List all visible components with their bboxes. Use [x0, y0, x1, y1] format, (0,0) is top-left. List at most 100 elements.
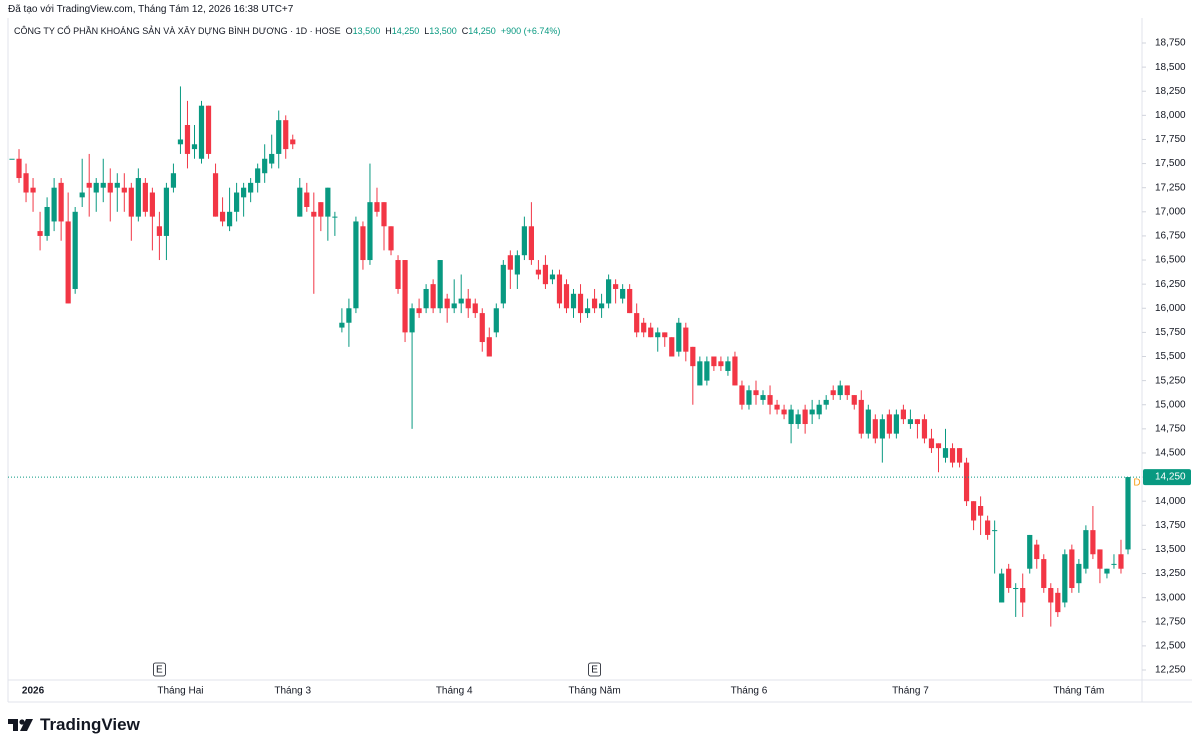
candle-body	[500, 264, 506, 304]
candle-body	[598, 303, 605, 309]
candle-body	[121, 187, 127, 193]
candle-body	[72, 211, 78, 289]
candle-body	[479, 313, 485, 343]
x-tick-label: Tháng Hai	[157, 686, 203, 697]
candle-body	[809, 409, 815, 415]
candle-body	[879, 419, 885, 439]
candle-body	[795, 414, 801, 425]
candle-body	[900, 409, 906, 420]
candle-body	[332, 216, 338, 218]
candle-body	[37, 231, 43, 236]
last-price-box	[1143, 469, 1191, 486]
candle-body	[725, 361, 731, 371]
logo: TradingView	[8, 715, 140, 735]
y-tick-label: 16,500	[1155, 255, 1186, 266]
candle-body	[1097, 549, 1103, 569]
y-tick-label: 15,500	[1155, 351, 1186, 362]
candle-body	[170, 173, 177, 188]
candle-body	[135, 178, 141, 217]
candle-body	[458, 298, 464, 304]
candle-body	[907, 419, 914, 425]
candle-body	[409, 308, 415, 333]
y-tick-label: 16,750	[1155, 231, 1186, 242]
candle-body	[198, 105, 205, 159]
candle-body	[549, 274, 556, 280]
candle-body	[781, 409, 787, 415]
candle-body	[219, 211, 226, 222]
candle-body	[381, 202, 387, 227]
candle-body	[507, 255, 513, 270]
candle-body	[486, 337, 492, 357]
candle-body	[851, 395, 857, 405]
legend-value: 13,500	[429, 26, 457, 36]
candle-body	[1034, 544, 1040, 560]
candle-body	[1055, 592, 1061, 613]
candle-body	[191, 144, 198, 150]
header: Đã tạo với TradingView.com, Tháng Tám 12…	[8, 4, 294, 15]
candle-body	[648, 327, 654, 338]
candle-body	[774, 404, 780, 410]
candle-body	[830, 390, 836, 396]
y-tick-label: 18,750	[1155, 38, 1186, 49]
candle-body	[86, 182, 92, 188]
y-tick-label: 15,250	[1155, 375, 1186, 386]
candle-body	[788, 409, 794, 425]
candle-body	[163, 187, 170, 236]
candle-body	[634, 313, 640, 333]
y-tick-label: 12,750	[1155, 616, 1186, 627]
candle-body	[999, 573, 1005, 603]
event-marker	[152, 662, 166, 677]
candle-body	[711, 356, 717, 367]
candle-body	[346, 308, 352, 323]
candle-body	[107, 182, 113, 193]
candle-body	[51, 187, 57, 222]
candle-body	[1104, 568, 1110, 574]
candle-body	[528, 226, 534, 261]
last-price-label: 14,250	[1155, 472, 1186, 483]
y-tick-label: 14,000	[1155, 496, 1186, 507]
candle-body	[255, 168, 261, 183]
candle-body	[1013, 588, 1019, 590]
candle-body	[367, 202, 373, 261]
y-tick-label: 18,000	[1155, 110, 1186, 121]
legend-value: 13,500	[352, 26, 381, 36]
candle-body	[655, 332, 661, 338]
candle-body	[1048, 588, 1054, 603]
candle-body	[676, 322, 682, 352]
candle-body	[234, 192, 240, 212]
candle-body	[662, 332, 668, 338]
candle-body	[430, 284, 436, 309]
legend-key: O	[345, 26, 353, 36]
event-label: E	[156, 665, 163, 676]
y-tick-label: 12,500	[1155, 641, 1186, 652]
candle-body	[128, 187, 134, 217]
candle-body	[276, 120, 282, 154]
candle-body	[718, 361, 724, 367]
y-tick-label: 17,250	[1155, 182, 1186, 193]
candle-body	[704, 361, 710, 381]
candle-body	[304, 192, 310, 207]
candle-body	[212, 173, 219, 217]
legend: CÔNG TY CỔ PHẦN KHOÁNG SẢN VÀ XÂY DỰNG B…	[14, 26, 565, 36]
y-tick-label: 14,750	[1155, 423, 1186, 434]
chart-title: CÔNG TY CỔ PHẦN KHOÁNG SẢN VÀ XÂY DỰNG B…	[14, 26, 341, 36]
candle-body	[353, 221, 359, 309]
y-tick-label: 13,000	[1155, 592, 1186, 603]
x-tick-label: Tháng 7	[892, 686, 929, 697]
candle-body	[262, 158, 268, 174]
candle-body	[816, 404, 822, 415]
y-tick-label: 13,500	[1155, 544, 1186, 555]
candle-body	[444, 298, 450, 309]
candle-body	[837, 385, 843, 396]
candle-body	[23, 173, 29, 193]
brand: TradingView	[40, 715, 140, 734]
last-marker: D	[1133, 478, 1140, 489]
candle-body	[914, 419, 921, 425]
x-tick-label: 2026	[22, 686, 45, 697]
event-marker	[588, 662, 601, 677]
candle-body	[1020, 588, 1026, 603]
y-tick-label: 15,000	[1155, 399, 1186, 410]
candle-body	[402, 260, 408, 333]
candle-body	[577, 293, 584, 314]
candle-body	[844, 385, 850, 396]
